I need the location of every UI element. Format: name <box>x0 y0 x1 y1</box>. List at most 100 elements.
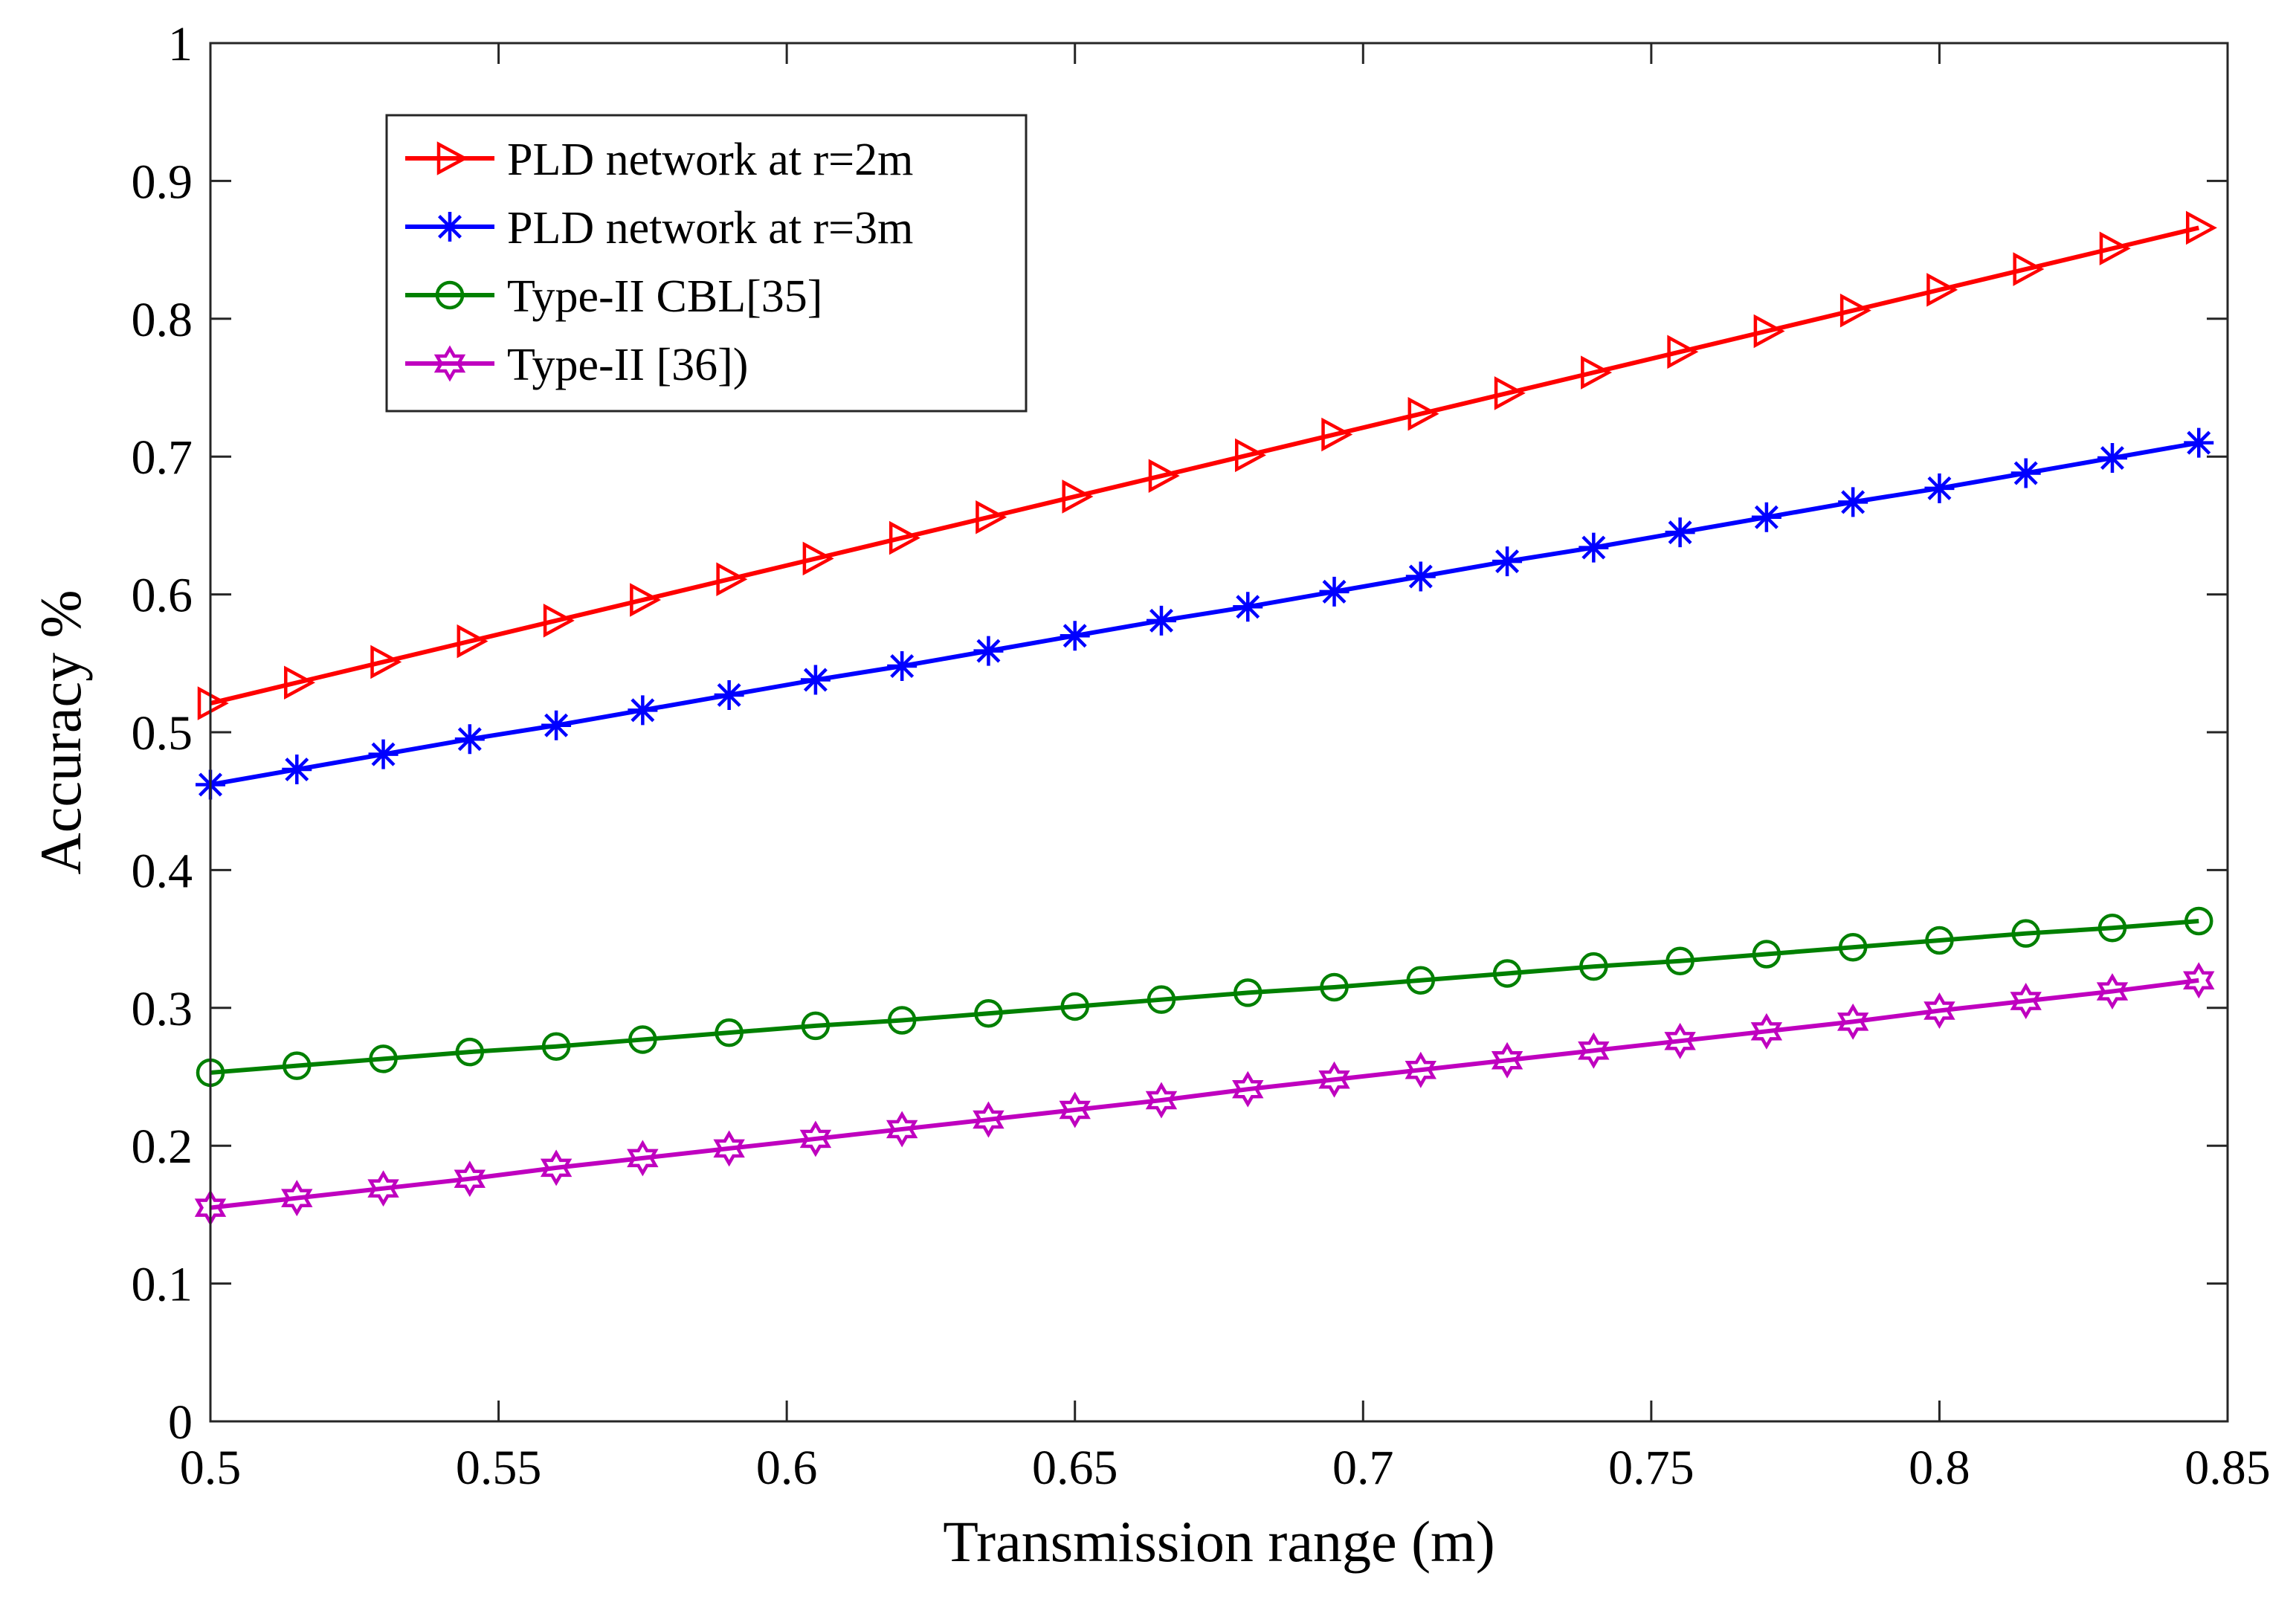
circle-marker <box>715 1018 744 1047</box>
legend[interactable]: PLD network at r=2m PLD network at r=3m Ty… <box>385 114 1028 413</box>
hexagram-marker <box>973 1101 1004 1138</box>
asterisk-marker <box>2097 443 2127 474</box>
triangle-marker <box>2013 252 2045 286</box>
triangle-marker <box>1926 273 1958 307</box>
hexagram-marker <box>799 1120 832 1157</box>
circle-marker <box>1579 952 1608 981</box>
triangle-marker <box>1062 479 1094 514</box>
triangle-marker <box>976 500 1007 534</box>
triangle-marker <box>1148 459 1180 493</box>
asterisk-marker <box>1492 546 1523 577</box>
hexagram-marker <box>1837 1003 1869 1040</box>
y-tick-label: 0.5 <box>132 706 193 760</box>
hexagram-marker <box>281 1180 313 1217</box>
series-2 <box>196 427 2214 800</box>
asterisk-marker <box>1060 621 1090 651</box>
asterisk-marker <box>1665 517 1695 548</box>
legend-item[interactable]: PLD network at r=3m <box>405 203 913 253</box>
legend-item[interactable]: Type-II [36]) <box>405 340 748 390</box>
circle-marker <box>435 280 465 310</box>
circle-marker <box>2011 919 2040 948</box>
y-tick-label: 0.6 <box>132 569 193 623</box>
legend-label: PLD network at r=2m <box>507 135 913 185</box>
circle-marker <box>1147 985 1176 1014</box>
legend-label: Type-II CBL[35] <box>507 271 822 322</box>
triangle-marker <box>1581 355 1613 390</box>
y-tick-label: 0.4 <box>132 844 193 898</box>
triangle-marker <box>1753 314 1785 349</box>
triangle-marker <box>284 665 315 700</box>
circle-marker <box>628 1025 657 1054</box>
y-tick-label: 1 <box>168 17 193 71</box>
y-tick-label: 0 <box>168 1395 193 1450</box>
hexagram-marker <box>1664 1022 1696 1059</box>
triangle-marker <box>889 520 920 555</box>
series-1 <box>197 210 2217 720</box>
hexagram-marker <box>1318 1061 1350 1098</box>
x-tick-label: 0.8 <box>1909 1441 1970 1495</box>
circle-marker <box>455 1037 485 1067</box>
asterisk-marker <box>1405 561 1436 592</box>
hexagram-marker <box>433 345 466 382</box>
legend-label: Type-II [36]) <box>507 340 748 390</box>
asterisk-marker <box>282 755 312 785</box>
x-tick-label: 0.65 <box>1032 1441 1118 1495</box>
legend-item[interactable]: PLD network at r=2m <box>405 135 913 185</box>
y-tick-label: 0.7 <box>132 430 193 485</box>
y-tick-label: 0.8 <box>132 293 193 347</box>
asterisk-marker <box>454 724 485 755</box>
x-tick-label: 0.6 <box>756 1441 818 1495</box>
circle-marker <box>1752 940 1781 969</box>
triangle-marker <box>197 686 229 720</box>
hexagram-marker <box>886 1111 918 1148</box>
asterisk-marker <box>887 651 918 682</box>
x-tick-label: 0.75 <box>1608 1441 1694 1495</box>
triangle-marker <box>1407 396 1439 431</box>
triangle-marker <box>630 583 662 617</box>
x-tick-label: 0.5 <box>180 1441 242 1495</box>
circle-marker <box>1234 978 1263 1007</box>
hexagram-marker <box>1491 1041 1523 1079</box>
y-axis-title: Accuracy % <box>28 590 93 874</box>
triangle-marker <box>802 541 834 576</box>
hexagram-marker <box>1232 1070 1264 1108</box>
series-line <box>210 225 2199 705</box>
x-tick-label: 0.7 <box>1332 1441 1394 1495</box>
asterisk-marker <box>628 695 658 726</box>
triangle-marker <box>370 645 402 679</box>
legend-item[interactable]: Type-II CBL[35] <box>405 271 822 322</box>
triangle-marker <box>1839 293 1871 328</box>
hexagram-marker <box>1059 1091 1091 1128</box>
hexagram-marker <box>454 1160 486 1198</box>
asterisk-marker <box>2184 427 2214 458</box>
asterisk-marker <box>714 679 744 710</box>
circle-marker <box>1925 926 1954 955</box>
triangle-marker <box>436 141 468 175</box>
asterisk-marker <box>435 212 465 242</box>
circle-marker <box>1665 946 1694 976</box>
triangle-marker <box>1494 376 1526 410</box>
hexagram-marker <box>540 1149 573 1186</box>
circle-marker <box>974 998 1003 1028</box>
asterisk-marker <box>1233 592 1263 622</box>
circle-marker <box>1060 992 1089 1021</box>
circle-marker <box>887 1006 917 1035</box>
hexagram-marker <box>2183 962 2215 999</box>
legend-label: PLD network at r=3m <box>507 203 913 253</box>
asterisk-marker <box>1578 532 1609 563</box>
circle-marker <box>541 1032 571 1061</box>
hexagram-marker <box>1578 1032 1610 1069</box>
asterisk-marker <box>541 710 572 740</box>
triangle-marker <box>1235 438 1266 473</box>
hexagram-marker <box>367 1170 399 1207</box>
hexagram-marker <box>1405 1051 1436 1088</box>
x-tick-label: 0.55 <box>456 1441 542 1495</box>
circle-marker <box>2097 914 2127 943</box>
asterisk-marker <box>1319 576 1349 607</box>
y-tick-label: 0.1 <box>132 1258 193 1312</box>
triangle-marker <box>1667 335 1699 369</box>
y-tick-label: 0.9 <box>132 155 193 209</box>
axes-layer: 0.5 0.55 0.6 0.65 0.7 0.75 0.8 0.85 0 0.1 0.2 0.3 0.… <box>132 17 2271 1495</box>
series-line <box>210 978 2199 1210</box>
